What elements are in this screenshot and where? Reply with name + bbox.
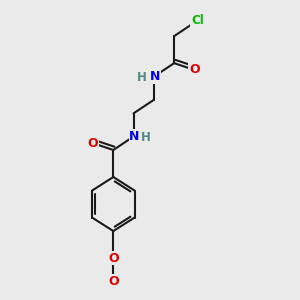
Text: H: H: [141, 131, 151, 144]
Text: O: O: [189, 63, 200, 76]
Text: O: O: [108, 275, 119, 288]
Text: H: H: [137, 71, 147, 84]
Text: O: O: [88, 137, 98, 150]
Text: N: N: [150, 70, 160, 83]
Text: N: N: [129, 130, 140, 143]
Text: Cl: Cl: [191, 14, 204, 27]
Text: O: O: [108, 252, 119, 265]
Text: O: O: [108, 275, 119, 288]
